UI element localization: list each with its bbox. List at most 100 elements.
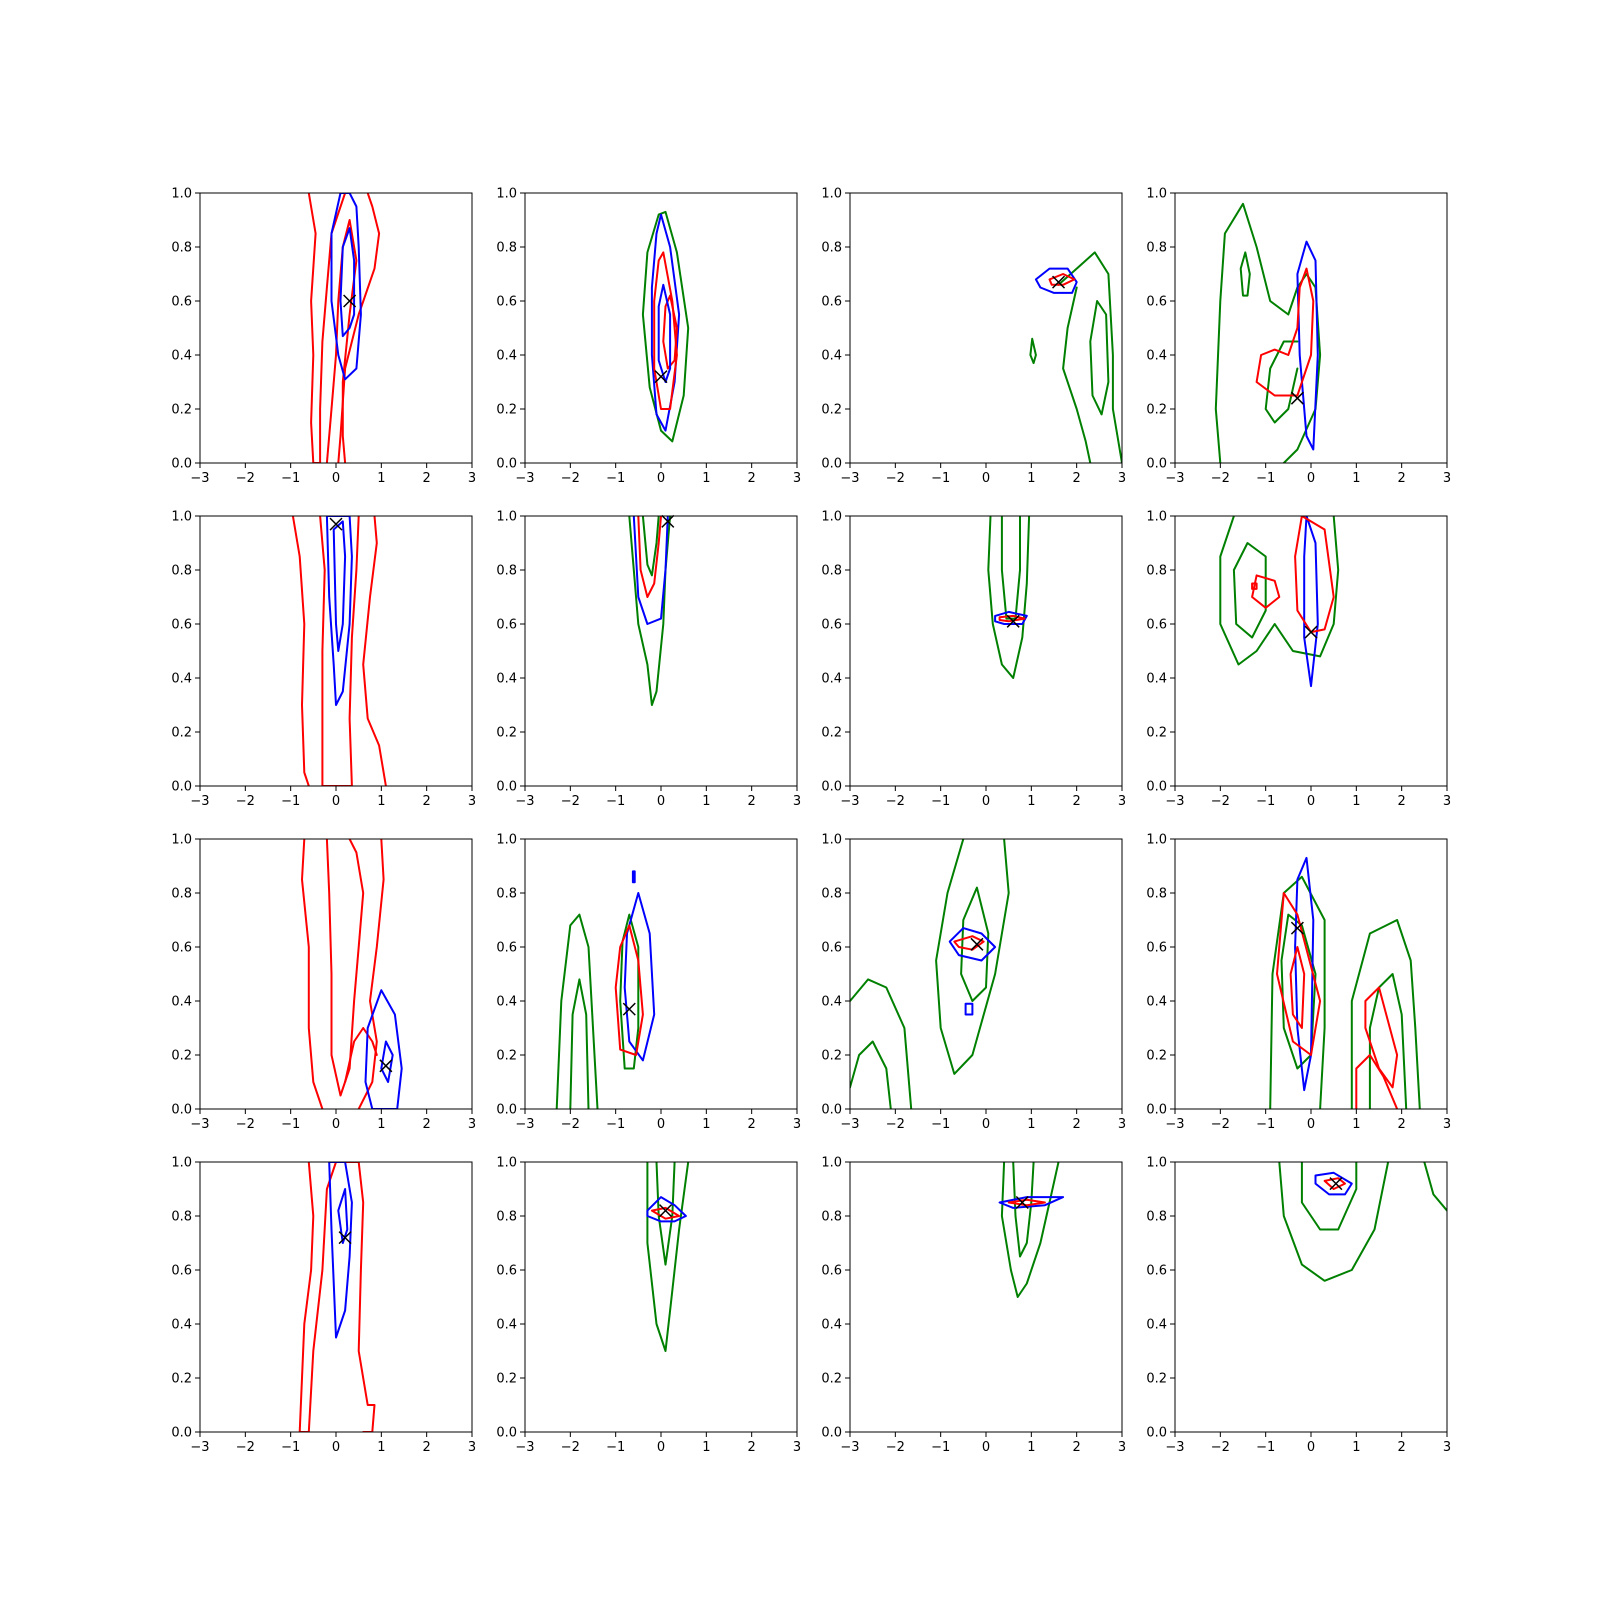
contour-group — [641, 210, 690, 443]
y-tick-label: 0.8 — [171, 1210, 192, 1225]
x-tick-label: −2 — [1211, 1440, 1230, 1455]
x-tick-label: 0 — [1307, 1117, 1315, 1132]
red-contour-inner — [319, 516, 360, 786]
x-tick-label: 0 — [332, 1117, 340, 1132]
x-tick-label: 1 — [377, 1440, 385, 1455]
red-contour-outer — [301, 839, 324, 1109]
x-tick-label: −3 — [1165, 794, 1184, 809]
x-tick-label: −1 — [281, 471, 300, 486]
blue-contour-inner — [332, 520, 347, 652]
y-tick-label: 0.0 — [496, 1103, 517, 1118]
green-contour-inner — [1089, 300, 1110, 416]
y-tick-label: 0.2 — [821, 726, 842, 741]
y-tick-label: 0.6 — [496, 1264, 517, 1279]
x-tick-label: 3 — [793, 471, 801, 486]
y-tick-label: 0.0 — [821, 780, 842, 795]
x-tick-label: 2 — [423, 1117, 431, 1132]
x-tick-label: −2 — [886, 1117, 905, 1132]
y-tick-label: 0.6 — [1146, 618, 1167, 633]
axes-frame — [524, 838, 798, 1110]
blue-contour-outer — [948, 927, 997, 962]
y-tick-label: 0.8 — [1146, 564, 1167, 579]
x-tick-label: −1 — [606, 1117, 625, 1132]
x-marker — [654, 370, 668, 384]
x-tick-label: 1 — [377, 794, 385, 809]
x-marker — [1304, 625, 1318, 639]
red-contour-outer — [1355, 1054, 1399, 1109]
green-contour-inner — [960, 886, 990, 1002]
red-contour-outer — [1276, 892, 1322, 1056]
x-tick-label: 1 — [1027, 1440, 1035, 1455]
x-tick-label: 0 — [1307, 794, 1315, 809]
y-tick-label: 0.6 — [821, 295, 842, 310]
blue-contour-outer — [1294, 856, 1315, 1092]
y-tick-label: 0.2 — [821, 1049, 842, 1064]
x-marker — [1006, 614, 1020, 628]
y-tick-label: 1.0 — [1146, 187, 1167, 202]
green-contour-outer — [1214, 202, 1322, 463]
x-tick-label: −3 — [190, 1117, 209, 1132]
red-contour-inner — [662, 294, 678, 370]
x-tick-label: 0 — [982, 1440, 990, 1455]
subplot-r4-c4: −3 −2 −1 0 1 2 3 0.0 0.2 0.4 0.6 0.8 1.0 — [1146, 1156, 1451, 1456]
x-tick-label: −1 — [1256, 471, 1275, 486]
y-tick-label: 1.0 — [496, 187, 517, 202]
x-tick-label: 1 — [1352, 794, 1360, 809]
x-tick-label: −2 — [236, 471, 255, 486]
y-tick-label: 0.2 — [821, 403, 842, 418]
red-contour-outer — [362, 516, 387, 786]
green-contour-outer — [555, 913, 599, 1109]
subplot-r2-c1: −3 −2 −1 0 1 2 3 0.0 0.2 0.4 0.6 0.8 1.0 — [171, 510, 476, 810]
y-tick-label: 0.8 — [1146, 241, 1167, 256]
x-marker — [1290, 921, 1304, 935]
red-contour-outer — [298, 1162, 376, 1432]
x-tick-label: −3 — [190, 794, 209, 809]
y-tick-label: 0.6 — [171, 618, 192, 633]
subplot-r1-c2: −3 −2 −1 0 1 2 3 0.0 0.2 0.4 0.6 0.8 1.0 — [496, 187, 801, 487]
x-tick-label: 1 — [702, 1440, 710, 1455]
y-tick-label: 0.0 — [1146, 1103, 1167, 1118]
y-tick-label: 0.2 — [1146, 403, 1167, 418]
y-tick-label: 0.6 — [1146, 1264, 1167, 1279]
x-tick-label: 2 — [423, 471, 431, 486]
x-tick-label: 0 — [332, 794, 340, 809]
x-tick-label: −2 — [886, 794, 905, 809]
x-tick-label: 0 — [982, 471, 990, 486]
subplot-r3-c2: −3 −2 −1 0 1 2 3 0.0 0.2 0.4 0.6 0.8 1.0 — [496, 833, 801, 1133]
x-tick-label: −2 — [1211, 471, 1230, 486]
x-tick-label: 1 — [1352, 1117, 1360, 1132]
y-tick-label: 0.2 — [171, 726, 192, 741]
green-contour-inner — [1012, 1162, 1035, 1258]
x-tick-label: 2 — [1073, 1440, 1081, 1455]
contour-group — [1219, 516, 1340, 688]
x-tick-label: −3 — [190, 471, 209, 486]
y-tick-label: 0.0 — [171, 1426, 192, 1441]
red-contour-outer — [1323, 1177, 1346, 1190]
y-tick-label: 0.2 — [1146, 726, 1167, 741]
y-tick-label: 1.0 — [496, 833, 517, 848]
green-contour-inner — [655, 1162, 676, 1266]
contour-group — [850, 839, 1010, 1109]
blue-contour-inner — [337, 1188, 349, 1244]
y-tick-label: 0.0 — [1146, 457, 1167, 472]
subplot-r1-c1: −3 −2 −1 0 1 2 3 0.0 0.2 0.4 0.6 0.8 1.0 — [171, 187, 476, 487]
x-tick-label: 1 — [377, 471, 385, 486]
axes-frame — [199, 192, 473, 464]
x-tick-label: 0 — [657, 471, 665, 486]
x-tick-label: 3 — [793, 1117, 801, 1132]
subplot-r1-c3: −3 −2 −1 0 1 2 3 0.0 0.2 0.4 0.6 0.8 1.0 — [821, 187, 1126, 487]
red-contour-outer — [344, 1027, 378, 1083]
x-tick-label: −1 — [931, 1117, 950, 1132]
x-tick-label: 0 — [332, 1440, 340, 1455]
x-tick-label: 3 — [1443, 471, 1451, 486]
x-tick-label: −1 — [1256, 1440, 1275, 1455]
red-contour-inner — [1289, 946, 1306, 1029]
green-contour-outer — [935, 839, 1010, 1075]
x-tick-label: 3 — [793, 1440, 801, 1455]
x-tick-label: 3 — [1118, 1440, 1126, 1455]
y-tick-label: 0.8 — [821, 241, 842, 256]
y-tick-label: 0.4 — [1146, 1318, 1167, 1333]
subplot-r4-c1: −3 −2 −1 0 1 2 3 0.0 0.2 0.4 0.6 0.8 1.0 — [171, 1156, 476, 1456]
y-tick-label: 0.0 — [1146, 780, 1167, 795]
y-tick-label: 0.2 — [171, 1372, 192, 1387]
